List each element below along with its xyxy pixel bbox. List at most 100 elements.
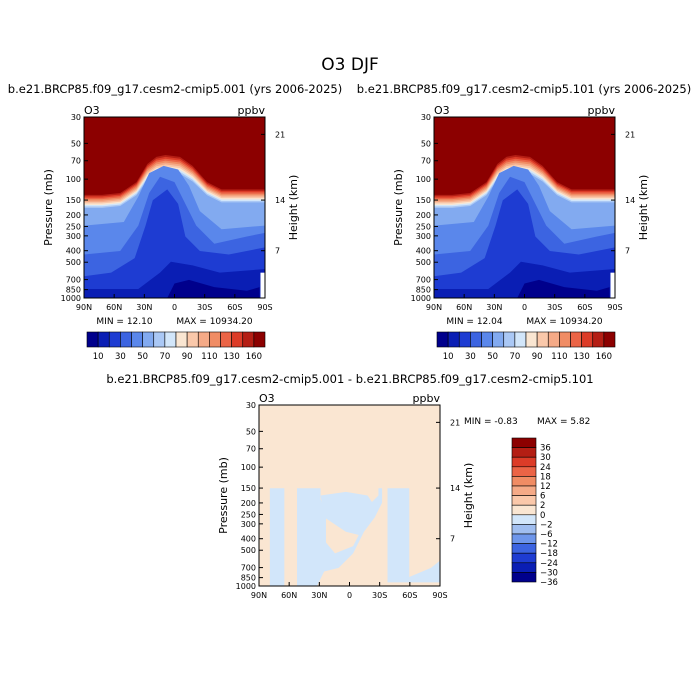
contour-band <box>517 279 610 298</box>
panel-ensemble-001: b.e21.BRCP85.f09_g17.cesm2-cmip5.001 (yr… <box>8 82 342 327</box>
colorbar-label: 6 <box>540 492 545 502</box>
x-tick-label: 0 <box>347 591 352 600</box>
panel-title: b.e21.BRCP85.f09_g17.cesm2-cmip5.001 (yr… <box>8 82 342 96</box>
colorbar-swatch <box>209 331 221 348</box>
x-tick-label: 30N <box>311 591 327 600</box>
colorbar-label: 70 <box>159 352 170 362</box>
min-value: MIN = -0.83 <box>464 417 518 427</box>
y2-tick-label: 14 <box>450 484 460 493</box>
y-tick-label: 150 <box>66 196 81 205</box>
y-tick-label: 50 <box>246 427 256 436</box>
x-tick-label: 30S <box>372 591 387 600</box>
colorbar-swatch <box>511 447 537 458</box>
units-label: ppbv <box>413 392 441 405</box>
colorbar-label: 160 <box>596 352 612 362</box>
colorbar-swatch <box>511 543 537 554</box>
x-tick-label: 60N <box>456 303 472 312</box>
contour-band <box>409 560 440 583</box>
colorbar-label: −6 <box>540 530 553 540</box>
missing-data <box>610 272 615 298</box>
x-tick-label: 30N <box>486 303 502 312</box>
colorbar-swatch <box>503 331 516 348</box>
y2-tick-label: 21 <box>625 130 635 139</box>
colorbar-swatch <box>514 331 527 348</box>
colorbar-swatch <box>511 514 537 525</box>
y2-tick-label: 7 <box>625 247 630 256</box>
colorbar-swatch <box>86 331 99 348</box>
colorbar-label: −24 <box>540 559 558 569</box>
y-tick-label: 200 <box>66 211 81 220</box>
y-tick-label: 500 <box>66 258 81 267</box>
min-value: MIN = 12.04 <box>446 317 502 327</box>
y2-tick-label: 14 <box>275 196 285 205</box>
panel-difference: b.e21.BRCP85.f09_g17.cesm2-cmip5.001 - b… <box>106 372 593 600</box>
max-value: MAX = 5.82 <box>537 417 590 427</box>
colorbar-swatch <box>603 331 616 348</box>
y-tick-label: 250 <box>416 222 431 231</box>
colorbar-swatch <box>511 456 537 468</box>
y2-tick-label: 7 <box>450 535 455 544</box>
colorbar-swatch <box>481 331 493 348</box>
colorbar-label: −36 <box>540 578 558 588</box>
y-tick-label: 70 <box>421 157 431 166</box>
colorbar-label: −30 <box>540 568 558 578</box>
y-tick-label: 850 <box>241 574 256 583</box>
colorbar-swatch <box>197 331 210 348</box>
x-tick-label: 60S <box>402 591 417 600</box>
colorbar-swatch <box>581 331 594 348</box>
y-tick-label: 500 <box>416 258 431 267</box>
y-tick-label: 50 <box>71 139 81 148</box>
variable-label: O3 <box>434 104 450 117</box>
x-tick-label: 90S <box>432 591 447 600</box>
colorbar-label: 90 <box>532 352 543 362</box>
panel-ensemble-101: b.e21.BRCP85.f09_g17.cesm2-cmip5.101 (yr… <box>357 82 691 327</box>
min-value: MIN = 12.10 <box>96 317 152 327</box>
y-tick-label: 1000 <box>236 582 256 591</box>
colorbar-label: 30 <box>465 352 476 362</box>
y-tick-label: 300 <box>66 232 81 241</box>
max-value: MAX = 10934.20 <box>526 317 603 327</box>
y-tick-label: 100 <box>241 463 256 472</box>
colorbar-swatch <box>511 562 537 573</box>
colorbar-label: 10 <box>443 352 454 362</box>
x-tick-label: 0 <box>172 303 177 312</box>
contour-band <box>434 189 615 298</box>
y-tick-label: 50 <box>421 139 431 148</box>
contour-band <box>320 491 375 536</box>
colorbar-label: 130 <box>224 352 240 362</box>
colorbar-swatch <box>186 331 199 348</box>
y2-tick-label: 14 <box>625 196 635 205</box>
colorbar-label: −12 <box>540 540 558 550</box>
panel-title: b.e21.BRCP85.f09_g17.cesm2-cmip5.001 - b… <box>106 372 593 386</box>
colorbar-swatch <box>511 495 537 506</box>
y2-tick-label: 7 <box>275 247 280 256</box>
y-tick-label: 400 <box>416 247 431 256</box>
x-tick-label: 90S <box>607 303 622 312</box>
y-tick-label: 400 <box>241 535 256 544</box>
y-axis-label: Pressure (mb) <box>392 169 405 246</box>
colorbar-label: 90 <box>182 352 193 362</box>
x-tick-label: 30S <box>197 303 212 312</box>
colorbar-swatch <box>511 466 537 477</box>
y-tick-label: 30 <box>246 401 256 410</box>
y2-axis-label: Height (km) <box>462 463 475 529</box>
colorbar-swatch <box>108 331 121 348</box>
y-tick-label: 700 <box>416 276 431 285</box>
figure-title: O3 DJF <box>321 55 378 75</box>
x-tick-label: 60N <box>281 591 297 600</box>
colorbar-swatch <box>231 331 244 348</box>
colorbar-swatch <box>175 331 188 348</box>
y-tick-label: 200 <box>241 499 256 508</box>
colorbar-label: 70 <box>509 352 520 362</box>
y-tick-label: 250 <box>66 222 81 231</box>
colorbar-label: 130 <box>574 352 590 362</box>
colorbar-swatch <box>458 331 471 348</box>
colorbar-label: 24 <box>540 463 551 473</box>
y-tick-label: 1000 <box>411 294 431 303</box>
colorbar-swatch <box>492 331 505 348</box>
colorbar-swatch <box>131 331 143 348</box>
y-tick-label: 150 <box>241 484 256 493</box>
colorbar-label: 36 <box>540 444 551 454</box>
